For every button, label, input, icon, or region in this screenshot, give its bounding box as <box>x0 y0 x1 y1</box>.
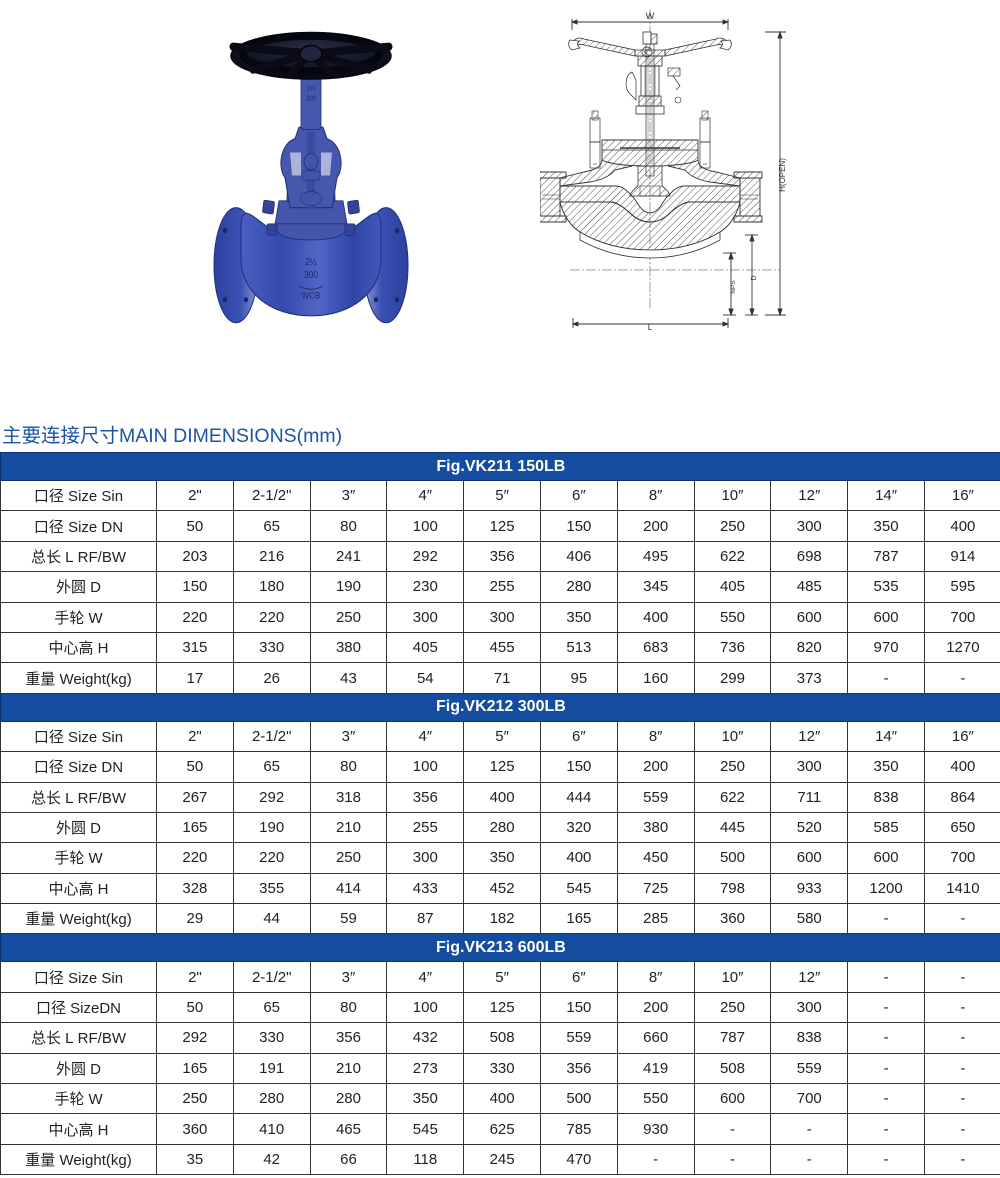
svg-text:300: 300 <box>306 95 316 102</box>
svg-text:300: 300 <box>304 269 318 280</box>
svg-text:H(OPEN): H(OPEN) <box>778 158 787 192</box>
svg-text:WCB: WCB <box>302 290 321 301</box>
svg-text:L: L <box>648 323 653 330</box>
svg-text:2½: 2½ <box>305 257 317 268</box>
svg-text:2½: 2½ <box>307 84 316 93</box>
svg-text:D: D <box>751 275 758 280</box>
svg-text:NPS: NPS <box>730 280 737 294</box>
